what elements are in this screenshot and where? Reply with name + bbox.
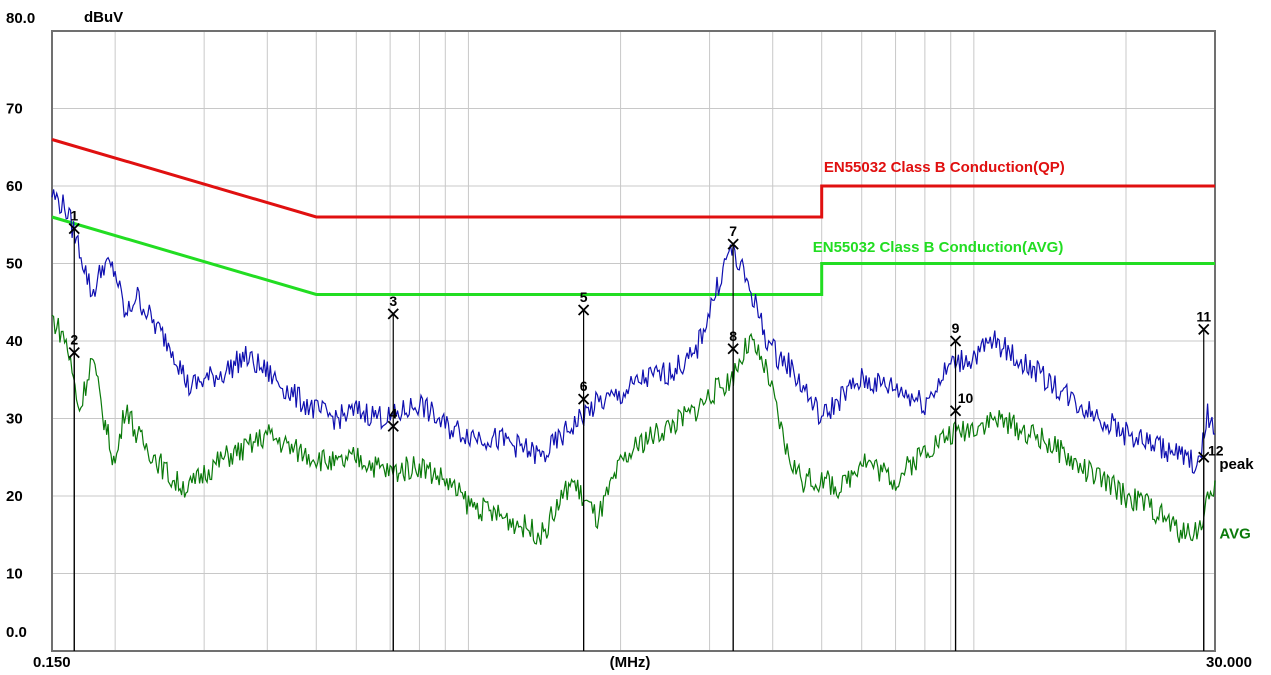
marker-x	[949, 335, 962, 347]
marker-x	[949, 405, 962, 417]
x-tick-label: 30.000	[1206, 654, 1252, 671]
y-tick-label: 80.0	[6, 10, 35, 27]
y-tick-label: 10	[6, 566, 23, 583]
y-tick-label: 0.0	[6, 624, 27, 641]
x-axis-ticks: 0.150 30.000	[33, 654, 1252, 671]
marker-label: 5	[580, 289, 588, 305]
series-trace-3	[51, 314, 1216, 545]
y-tick-label: 30	[6, 411, 23, 428]
series-label: peak	[1219, 456, 1254, 473]
marker-x	[1198, 451, 1210, 463]
marker-label: 10	[958, 390, 974, 406]
marker-label: 9	[952, 320, 960, 336]
y-tick-label: 50	[6, 256, 23, 273]
series-limit-0	[51, 138, 1215, 219]
series	[51, 138, 1216, 545]
series-limit-1	[51, 215, 1215, 296]
marker-label: 12	[1208, 442, 1224, 458]
marker-label: 6	[580, 378, 588, 394]
series-label: EN55032 Class B Conduction(QP)	[824, 159, 1065, 176]
marker-x	[387, 308, 399, 320]
series-trace-2	[51, 189, 1215, 475]
marker-x	[727, 343, 739, 355]
x-tick-label: 0.150	[33, 654, 71, 671]
marker-label: 7	[729, 223, 737, 239]
marker-label: 11	[1196, 308, 1211, 324]
marker-x	[577, 393, 590, 405]
series-label: AVG	[1219, 526, 1250, 543]
y-tick-label: 60	[6, 178, 23, 195]
y-axis-label: dBuV	[84, 9, 123, 26]
marker-x	[577, 304, 590, 316]
plot-frame	[51, 30, 1216, 652]
x-axis-label: (MHz)	[610, 654, 651, 671]
y-tick-label: 40	[6, 333, 23, 350]
y-axis-ticks: 80.0 70 60 50 40 30 20 10 0.0	[6, 10, 35, 641]
marker-label: 8	[729, 328, 737, 344]
marker-x	[727, 238, 739, 250]
marker-label: 1	[70, 208, 78, 224]
marker-label: 4	[389, 405, 397, 421]
marker-x	[387, 420, 399, 432]
y-tick-label: 70	[6, 101, 23, 118]
series-labels: EN55032 Class B Conduction(QP) EN55032 Cl…	[813, 159, 1254, 543]
marker-label: 3	[389, 293, 397, 309]
marker-x	[1198, 323, 1210, 336]
marker-x	[68, 346, 80, 359]
grid	[52, 31, 1215, 651]
y-tick-label: 20	[6, 488, 23, 505]
marker-label: 2	[70, 332, 78, 348]
series-label: EN55032 Class B Conduction(AVG)	[813, 239, 1064, 256]
marker-x	[68, 222, 80, 235]
